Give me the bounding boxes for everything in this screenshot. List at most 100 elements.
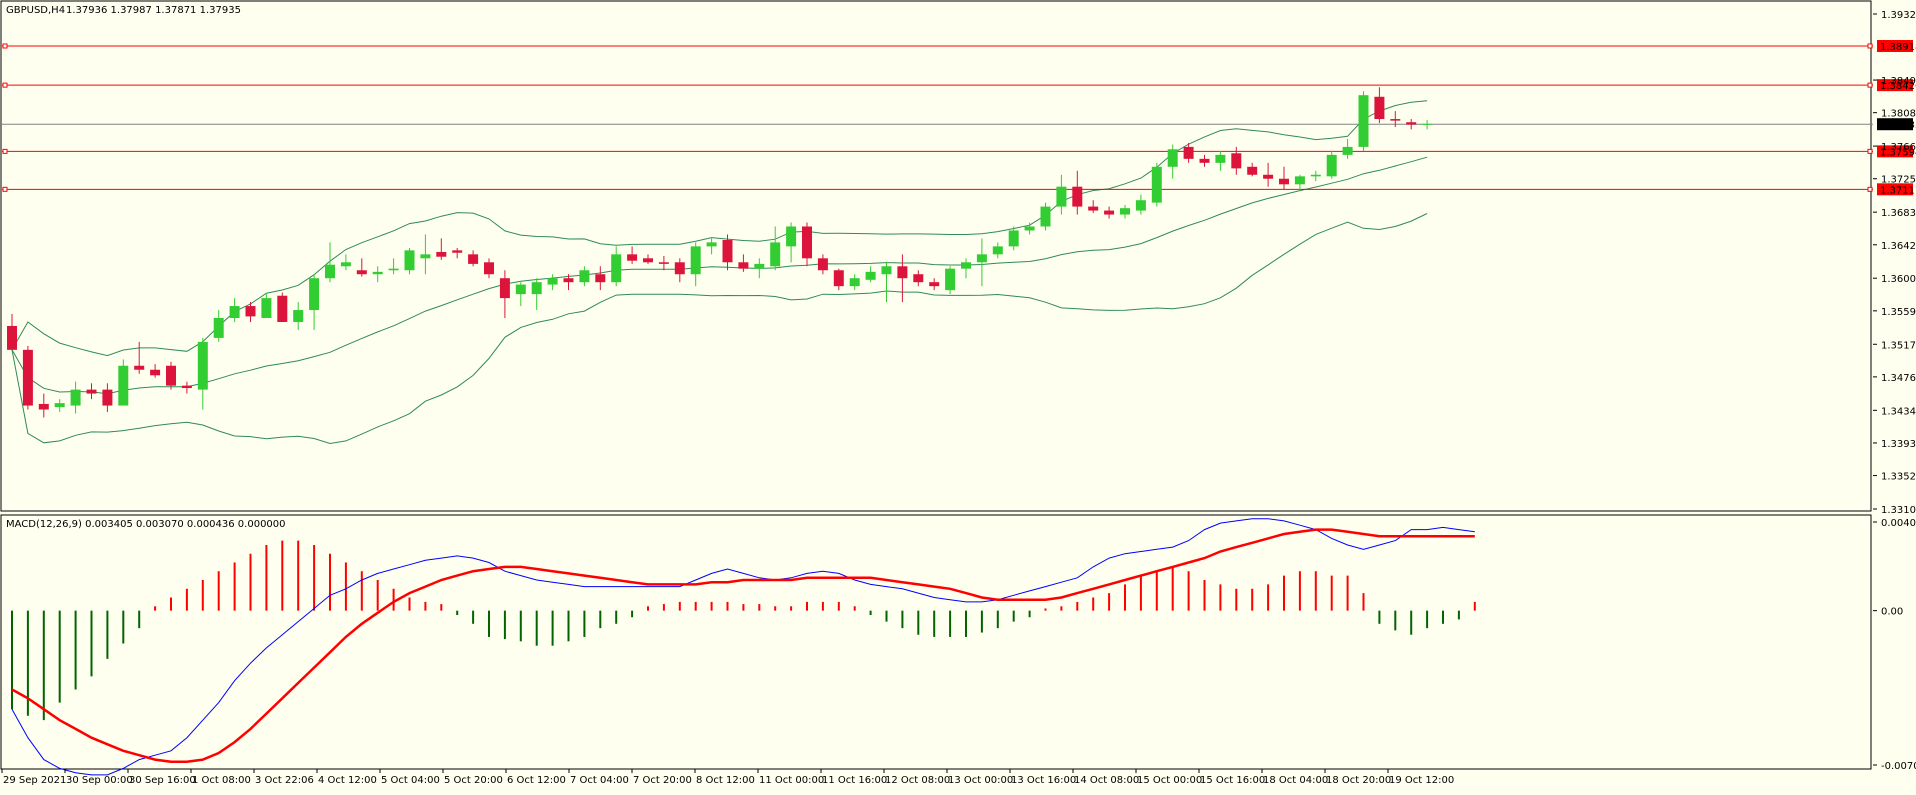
candle-body xyxy=(738,262,749,269)
candle-body xyxy=(436,251,447,257)
candle-body xyxy=(1247,166,1258,175)
candle-body xyxy=(22,349,33,406)
candle-body xyxy=(1358,95,1369,147)
candle-body xyxy=(1120,208,1130,215)
candle-body xyxy=(547,278,558,285)
candle-body xyxy=(817,258,828,271)
time-label: 4 Oct 12:00 xyxy=(318,775,377,786)
candle-body xyxy=(277,295,288,322)
candle-body xyxy=(54,403,65,408)
candle-body xyxy=(1294,176,1305,185)
candle-body xyxy=(166,365,176,386)
candle-body xyxy=(611,254,622,283)
time-label: 3 Oct 22:06 xyxy=(255,775,314,786)
candle-body xyxy=(1183,146,1194,159)
candle-body xyxy=(976,254,987,263)
candle-body xyxy=(1088,206,1099,211)
hline-handle-left-0 xyxy=(2,43,8,49)
time-label: 11 Oct 00:00 xyxy=(759,775,824,786)
hline-tag-0: 1.38918 xyxy=(1880,42,1916,53)
time-label: 5 Oct 04:00 xyxy=(381,775,440,786)
candle-body xyxy=(754,263,765,269)
price-label: 1.37660 xyxy=(1881,142,1916,153)
candle-body xyxy=(150,369,161,376)
candle-body xyxy=(372,271,383,275)
time-label: 30 Sep 16:00 xyxy=(129,775,196,786)
current-price-tag: 1.37935 xyxy=(1880,120,1916,131)
hline-handle-left-1 xyxy=(2,82,8,88)
candle-body xyxy=(658,262,669,264)
candle-body xyxy=(929,282,940,287)
macd-signal-line xyxy=(11,528,1475,764)
candle-body xyxy=(690,246,701,275)
hline-tag-3: 1.37117 xyxy=(1880,185,1916,196)
time-label: 7 Oct 04:00 xyxy=(570,775,629,786)
candle-body xyxy=(197,341,208,390)
candle-body xyxy=(1326,154,1337,177)
candle-body xyxy=(595,274,606,283)
price-label: 1.39320 xyxy=(1881,10,1916,21)
candle-body xyxy=(531,282,542,295)
hline-tag-bg-3 xyxy=(1877,183,1913,196)
candle-body xyxy=(86,389,97,394)
time-label: 5 Oct 20:00 xyxy=(444,775,503,786)
candle-body xyxy=(1072,186,1083,207)
candle-body xyxy=(1406,122,1417,125)
candle-body xyxy=(356,270,367,275)
price-label: 1.35590 xyxy=(1881,307,1916,318)
candle-body xyxy=(1151,166,1162,203)
candle-body xyxy=(913,274,924,283)
macd-title: MACD(12,26,9) 0.003405 0.003070 0.000436… xyxy=(6,519,286,530)
candle-body xyxy=(404,250,415,271)
candle-body xyxy=(881,266,892,275)
candle-body xyxy=(1008,230,1019,247)
time-label: 1 Oct 08:00 xyxy=(192,775,251,786)
candle-body xyxy=(420,254,431,259)
hline-tag-1: 1.38426 xyxy=(1880,81,1916,92)
time-label: 19 Oct 12:00 xyxy=(1389,775,1454,786)
candle-body xyxy=(340,262,351,267)
macd-histogram xyxy=(11,540,1476,721)
candle-body xyxy=(1231,153,1242,169)
candle-body xyxy=(1422,123,1433,125)
price-label: 1.36420 xyxy=(1881,241,1916,252)
candle-body xyxy=(849,278,860,287)
candle-body xyxy=(1135,200,1146,211)
hline-tag-bg-1 xyxy=(1877,79,1913,92)
hline-handle-left-2 xyxy=(2,148,8,154)
candle-body xyxy=(945,268,956,291)
time-label: 14 Oct 08:00 xyxy=(1074,775,1139,786)
hline-tag-bg-0 xyxy=(1877,39,1913,52)
hline-handle-right-1 xyxy=(1867,82,1873,88)
chart-symbol: GBPUSD,H4 xyxy=(6,5,65,16)
macd-label: 0.00 xyxy=(1881,607,1903,618)
time-label: 12 Oct 08:00 xyxy=(885,775,950,786)
price-label: 1.34760 xyxy=(1881,373,1916,384)
horizontal-lines[interactable]: 1.38918 1.38426 1.37594 1.37117 1.37935 xyxy=(2,39,1916,196)
candle-body xyxy=(1342,146,1353,155)
hline-tag-bg-2 xyxy=(1877,145,1913,158)
candle-body xyxy=(452,250,463,253)
candle-body xyxy=(674,262,685,275)
price-scale: 1.39320 1.38490 1.38080 1.37660 1.37250 1.368… xyxy=(1873,10,1916,516)
price-label: 1.35170 xyxy=(1881,340,1916,351)
candle-body xyxy=(627,254,638,261)
price-label: 1.38080 xyxy=(1881,109,1916,120)
candle-body xyxy=(1024,226,1035,231)
candle-body xyxy=(992,246,1003,255)
candle-body xyxy=(134,365,145,370)
time-label: 18 Oct 04:00 xyxy=(1263,775,1328,786)
hline-handle-left-3 xyxy=(2,186,8,192)
candle-body xyxy=(102,389,113,406)
time-label: 8 Oct 12:00 xyxy=(696,775,755,786)
candle-body xyxy=(388,268,399,271)
main-panel-frame xyxy=(0,0,1872,512)
candle-body xyxy=(563,278,574,283)
candles xyxy=(7,87,1433,418)
candle-body xyxy=(70,389,81,406)
time-axis: 29 Sep 2021 30 Sep 00:0030 Sep 16:001 Oct… xyxy=(1,769,1454,786)
candle-body xyxy=(181,385,192,389)
candle-body xyxy=(897,266,908,279)
